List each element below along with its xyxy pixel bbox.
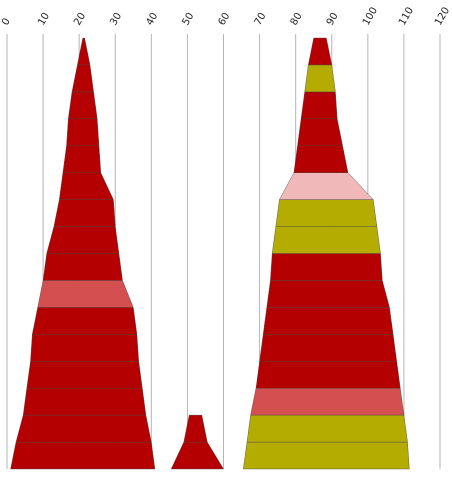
stack-2-segment — [183, 414, 208, 443]
x-tick-label: 20 — [72, 11, 88, 28]
x-tick-label: 80 — [289, 11, 305, 28]
stack-3-segment — [266, 280, 390, 308]
x-tick-label: 100 — [361, 5, 380, 27]
x-tick-label: 60 — [217, 11, 233, 28]
x-tick-label: 70 — [253, 11, 269, 28]
stack-1-segment — [30, 334, 139, 362]
stack-3-segment — [304, 64, 336, 93]
stack-1 — [10, 37, 156, 470]
stack-3-segment — [259, 334, 397, 362]
stack-1-segment — [26, 361, 143, 389]
stack-2 — [170, 414, 224, 470]
stack-1-segment — [32, 307, 138, 335]
stack-3-segment — [308, 37, 333, 66]
stack-3-segment — [250, 388, 405, 416]
stack-1-segment — [37, 280, 134, 308]
stack-1-segment — [22, 388, 147, 416]
stack-1-segment — [42, 253, 123, 281]
stack-3-segment — [300, 91, 338, 120]
stack-3-segment — [243, 441, 410, 470]
stack-1-segment — [66, 118, 100, 147]
stack-3-segment — [255, 361, 401, 389]
x-tick-label: 40 — [144, 11, 160, 28]
x-tick-label: 110 — [397, 5, 416, 27]
stack-3-segment — [293, 145, 349, 173]
stack-1-segment — [53, 199, 116, 227]
stack-1-segment — [77, 37, 91, 66]
x-tick-label: 50 — [180, 11, 196, 28]
stack-3-segment — [246, 414, 408, 443]
stack-3 — [243, 37, 410, 470]
stack-3-segment — [271, 226, 381, 254]
x-tick-label: 0 — [0, 16, 13, 27]
stack-3-segment — [297, 118, 343, 147]
x-tick-label: 90 — [325, 11, 341, 28]
stack-1-segment — [15, 414, 152, 443]
stack-3-segment — [262, 307, 394, 335]
stack-1-segment — [68, 91, 98, 120]
x-tick-label: 30 — [108, 11, 124, 28]
stack-3-segment — [275, 199, 378, 227]
stack-3-segment — [279, 172, 374, 200]
x-tick-label: 10 — [36, 11, 52, 28]
x-tick-label: 120 — [433, 5, 452, 27]
stack-1-segment — [71, 64, 94, 93]
stack-1-segment — [10, 441, 156, 470]
stack-3-segment — [270, 253, 383, 281]
stack-1-segment — [59, 172, 114, 200]
stack-1-segment — [62, 145, 102, 173]
stacks — [10, 37, 410, 470]
stack-2-segment — [170, 441, 224, 470]
x-axis-tick-labels: 0 10 20 30 40 50 60 70 80 90 100 110 120 — [0, 5, 452, 27]
stack-1-segment — [46, 226, 120, 254]
